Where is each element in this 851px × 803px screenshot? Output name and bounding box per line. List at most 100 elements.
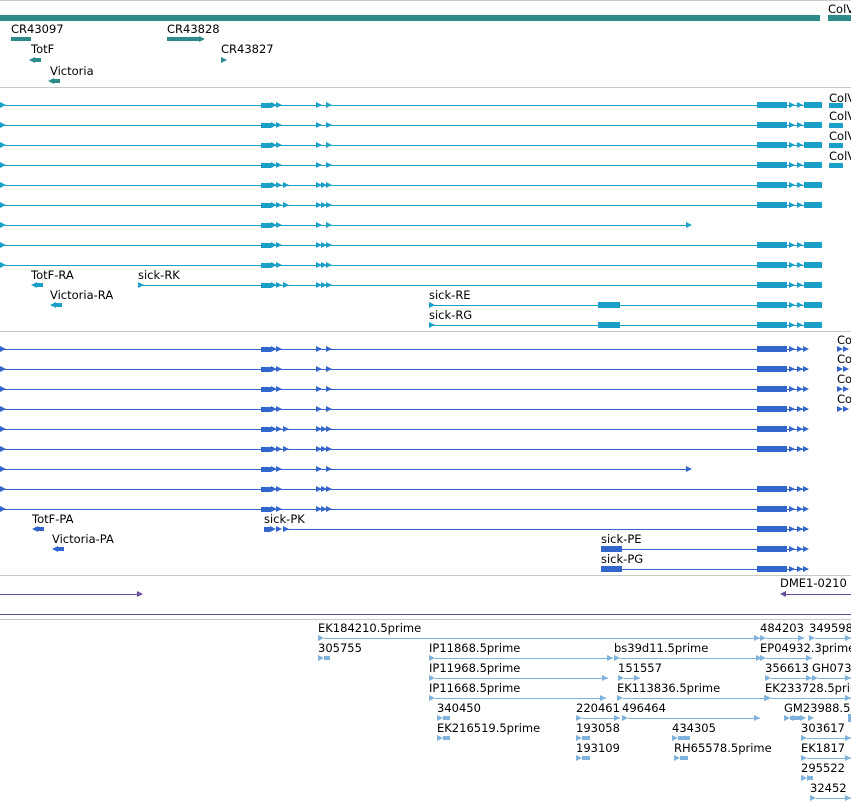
gene-span[interactable] [0, 15, 820, 21]
exon-block[interactable] [829, 162, 843, 168]
est-label[interactable]: 193058 [576, 721, 620, 735]
cds-line[interactable] [0, 449, 806, 450]
est-line[interactable] [624, 678, 640, 679]
exon-block[interactable] [804, 302, 822, 308]
exon-block[interactable] [261, 262, 271, 268]
transcript-label[interactable]: ColV [829, 91, 851, 105]
transcript-label[interactable]: Victoria-RA [50, 288, 114, 302]
exon-block[interactable] [757, 346, 787, 352]
est-label[interactable]: GH073 [812, 661, 851, 675]
est-line[interactable] [818, 678, 851, 679]
est-line[interactable] [623, 698, 770, 699]
exon-block[interactable] [757, 242, 787, 248]
exon-block[interactable] [757, 202, 787, 208]
exon-block[interactable] [38, 527, 44, 531]
exon-block[interactable] [261, 202, 271, 208]
cds-line[interactable] [0, 369, 806, 370]
transcript-label[interactable]: sick-RE [429, 288, 471, 302]
cds-label[interactable]: sick-PK [264, 512, 305, 526]
gene-label[interactable]: CR43097 [11, 22, 64, 36]
cds-label[interactable]: sick-PG [601, 552, 644, 566]
transcript-line[interactable] [0, 145, 820, 146]
exon-block[interactable] [757, 566, 787, 572]
repeat-line[interactable] [786, 594, 851, 595]
est-line[interactable] [582, 718, 620, 719]
cds-label[interactable]: Co [837, 372, 851, 386]
est-line[interactable] [807, 758, 851, 759]
exon-block[interactable] [58, 547, 64, 551]
exon-block[interactable] [757, 322, 787, 328]
exon-block[interactable] [757, 406, 787, 412]
est-line[interactable] [435, 698, 606, 699]
transcript-line[interactable] [0, 185, 820, 186]
cds-line[interactable] [0, 489, 806, 490]
exon-block[interactable] [757, 162, 787, 168]
est-label[interactable]: 356613 [765, 661, 809, 675]
est-block[interactable] [680, 756, 688, 760]
est-line[interactable] [324, 638, 760, 639]
est-label[interactable]: 193109 [576, 741, 620, 755]
est-line[interactable] [766, 638, 804, 639]
exon-block[interactable] [757, 426, 787, 432]
est-label[interactable]: IP11968.5prime [429, 661, 521, 675]
exon-block[interactable] [757, 526, 787, 532]
est-block[interactable] [582, 756, 590, 760]
exon-block[interactable] [757, 506, 787, 512]
exon-block[interactable] [757, 142, 787, 148]
exon-block[interactable] [757, 302, 787, 308]
exon-block[interactable] [261, 142, 271, 148]
exon-block[interactable] [757, 486, 787, 492]
exon-block[interactable] [261, 366, 271, 372]
est-block[interactable] [324, 656, 330, 660]
est-label[interactable]: 434305 [672, 721, 716, 735]
est-label[interactable]: GM23988.5 [784, 701, 851, 715]
est-label[interactable]: EK184210.5prime [318, 621, 422, 635]
est-label[interactable]: 151557 [618, 661, 662, 675]
exon-block[interactable] [757, 282, 787, 288]
exon-block[interactable] [757, 366, 787, 372]
est-label[interactable]: 220461 [576, 701, 620, 715]
cds-label[interactable]: Co [837, 333, 851, 347]
cds-line[interactable] [0, 349, 806, 350]
exon-block[interactable] [757, 182, 787, 188]
est-label[interactable]: RH65578.5prime [674, 741, 772, 755]
exon-block[interactable] [829, 102, 843, 108]
transcript-label[interactable]: TotF-RA [31, 268, 74, 282]
transcript-line[interactable] [0, 165, 820, 166]
repeat-line[interactable] [0, 594, 140, 595]
exon-block[interactable] [804, 142, 822, 148]
cds-label[interactable]: Victoria-PA [52, 532, 114, 546]
est-label[interactable]: 305755 [318, 641, 362, 655]
est-label[interactable]: EK113836.5prime [617, 681, 721, 695]
transcript-label[interactable]: sick-RK [138, 268, 180, 282]
transcript-label[interactable]: ColV [829, 149, 851, 163]
exon-block[interactable] [804, 322, 822, 328]
cds-label[interactable]: Co [837, 352, 851, 366]
exon-block[interactable] [56, 303, 62, 307]
est-label[interactable]: IP11868.5prime [429, 641, 521, 655]
est-label[interactable]: 484203 [760, 621, 804, 635]
gene-feature[interactable] [167, 37, 199, 41]
exon-block[interactable] [757, 122, 787, 128]
est-line[interactable] [771, 678, 812, 679]
cds-label[interactable]: Co [837, 392, 851, 406]
exon-block[interactable] [804, 122, 822, 128]
exon-block[interactable] [757, 102, 787, 108]
exon-block[interactable] [261, 162, 271, 168]
exon-block[interactable] [804, 242, 822, 248]
exon-block[interactable] [261, 466, 271, 472]
exon-block[interactable] [804, 182, 822, 188]
exon-block[interactable] [261, 222, 271, 228]
est-line[interactable] [807, 738, 851, 739]
est-label[interactable]: EP04932.3prime [760, 641, 851, 655]
est-line[interactable] [771, 698, 851, 699]
exon-block[interactable] [37, 283, 43, 287]
exon-block[interactable] [598, 322, 620, 328]
est-label[interactable]: EK216519.5prime [437, 721, 541, 735]
exon-block[interactable] [261, 506, 271, 512]
exon-block[interactable] [829, 122, 843, 128]
exon-block[interactable] [757, 262, 787, 268]
gene-label[interactable]: CR43827 [221, 42, 274, 56]
est-block[interactable] [678, 736, 690, 740]
cds-label[interactable]: TotF-PA [32, 512, 74, 526]
